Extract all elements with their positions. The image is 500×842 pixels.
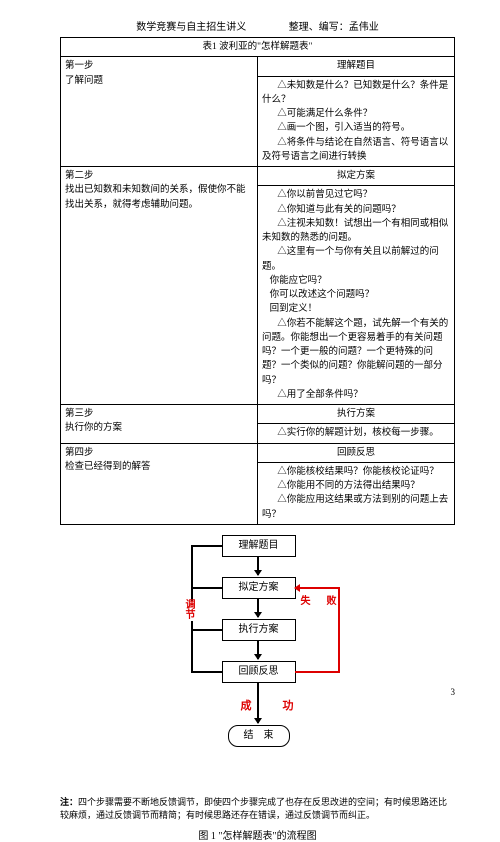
polya-table: 表1 波利亚的"怎样解题表" 第一步 了解问题 理解题目 △未知数是什么？已知数… bbox=[60, 37, 455, 525]
arrow-2 bbox=[257, 599, 259, 617]
step2-body: △你以前曾见过它吗？ △你知道与此有关的问题吗？ △注视未知数！试想出一个有相同… bbox=[258, 186, 455, 405]
step1-body: △未知数是什么？已知数是什么？条件是什么？ △可能满足什么条件？ △画一个图，引… bbox=[258, 76, 455, 167]
page: 数学竞赛与自主招生讲义 整理、编写：孟伟业 表1 波利亚的"怎样解题表" 第一步… bbox=[0, 0, 500, 707]
step4-body: △你能核校结果吗？你能核校论证吗？ △你能用不同的方法得出结果吗？ △你能应用这… bbox=[258, 462, 455, 524]
step1-sub: 了解问题 bbox=[65, 76, 103, 86]
step2-title: 第二步 bbox=[65, 171, 94, 181]
fail-h-bot bbox=[295, 671, 340, 673]
step4-sub: 检查已经得到的解答 bbox=[65, 462, 151, 472]
arrow-1 bbox=[257, 557, 259, 575]
flow-box-2: 拟定方案 bbox=[222, 577, 296, 599]
sec1-title: 理解题目 bbox=[258, 57, 455, 76]
sec2-title: 拟定方案 bbox=[258, 167, 455, 186]
adj-h1 bbox=[191, 545, 222, 547]
step3-sub: 执行你的方案 bbox=[65, 423, 122, 433]
step3-body: △实行你的解题计划，核校每一步骤。 bbox=[258, 424, 455, 443]
fail-h-top bbox=[295, 587, 340, 589]
table-caption: 表1 波利亚的"怎样解题表" bbox=[61, 38, 455, 57]
sec4-title: 回顾反思 bbox=[258, 443, 455, 462]
sec3-title: 执行方案 bbox=[258, 405, 455, 424]
adjust-label: 调节 bbox=[185, 601, 197, 621]
step2-sub: 找出已知数和未知数间的关系，假使你不能找出关系，就得考虑辅助问题。 bbox=[65, 185, 246, 209]
step1-title: 第一步 bbox=[65, 61, 94, 71]
success-label: 成 功 bbox=[241, 697, 304, 713]
arrow-3 bbox=[257, 641, 259, 659]
flow-box-4: 回顾反思 bbox=[222, 661, 296, 683]
step3-title: 第三步 bbox=[65, 409, 94, 419]
adj-h4 bbox=[191, 671, 222, 673]
header-left: 数学竞赛与自主招生讲义 bbox=[136, 18, 246, 33]
footnote: 注：四个步骤需要不断地反馈调节，即使四个步骤完成了也存在反思改进的空间；有时候思… bbox=[60, 796, 455, 823]
figure-caption: 图 1 "怎样解题表"的流程图 bbox=[60, 827, 455, 842]
adj-h3 bbox=[191, 629, 222, 631]
flowchart: 理解题目 拟定方案 执行方案 回顾反思 结 束 成 功 失 败 调节 bbox=[143, 535, 373, 790]
note-text: 四个步骤需要不断地反馈调节，即使四个步骤完成了也存在反思改进的空间；有时候思路还… bbox=[60, 797, 447, 821]
flow-box-3: 执行方案 bbox=[222, 619, 296, 641]
adj-h2 bbox=[191, 587, 222, 589]
page-header: 数学竞赛与自主招生讲义 整理、编写：孟伟业 bbox=[60, 18, 455, 33]
flow-box-1: 理解题目 bbox=[222, 535, 296, 557]
note-label: 注： bbox=[60, 797, 78, 807]
flow-box-end: 结 束 bbox=[228, 725, 290, 747]
fail-label: 失 败 bbox=[301, 592, 340, 607]
page-number: 3 bbox=[451, 687, 456, 697]
header-right: 整理、编写：孟伟业 bbox=[289, 18, 379, 33]
fail-arrowhead bbox=[295, 587, 296, 589]
step4-title: 第四步 bbox=[65, 448, 94, 458]
